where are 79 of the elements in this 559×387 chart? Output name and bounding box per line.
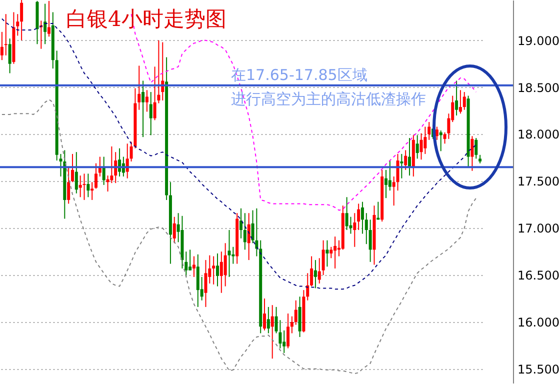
candlestick — [286, 313, 290, 349]
candlestick — [16, 14, 20, 36]
candlestick — [345, 196, 348, 230]
candlestick — [142, 80, 145, 138]
candlestick — [270, 304, 274, 360]
candlestick — [138, 65, 141, 110]
candlestick — [384, 169, 388, 199]
candlestick — [243, 212, 246, 250]
candlestick — [67, 166, 70, 204]
candlestick — [172, 216, 176, 244]
candlestick — [86, 173, 90, 198]
candlestick — [458, 90, 462, 114]
candlestick — [90, 182, 94, 200]
candlestick — [20, 0, 24, 41]
y-tick-label: 16.000 — [518, 315, 559, 330]
candlestick — [353, 212, 356, 248]
candlestick — [326, 240, 329, 268]
candlestick — [47, 0, 50, 38]
candlestick — [388, 160, 392, 192]
candlestick — [145, 90, 148, 112]
candlestick — [474, 137, 478, 160]
candlestick — [4, 14, 8, 56]
candlestick — [294, 300, 298, 326]
candlestick — [435, 126, 438, 140]
candlestick — [94, 162, 98, 190]
candlestick — [232, 246, 235, 264]
candlestick — [470, 136, 474, 172]
candlestick — [102, 156, 106, 186]
candlestick — [428, 122, 431, 140]
candlestick — [310, 256, 314, 287]
candlestick — [455, 80, 458, 116]
candlestick — [263, 298, 266, 331]
candlestick — [282, 330, 286, 354]
candlestick — [400, 153, 404, 179]
candlestick — [192, 256, 196, 278]
y-tick-label: 19.000 — [518, 34, 559, 48]
candlestick — [368, 219, 372, 262]
candlestick — [149, 91, 152, 136]
candlestick — [255, 208, 258, 257]
chart-title: 白银4小时走势图 — [66, 7, 226, 31]
candlestick — [314, 260, 317, 289]
candlestick — [196, 254, 200, 308]
candlestick — [334, 236, 337, 269]
candlestick — [357, 203, 360, 230]
candlestick — [216, 252, 219, 287]
candlestick — [364, 212, 368, 245]
candlestick — [0, 31, 4, 61]
y-tick-label: 17.000 — [518, 222, 559, 236]
candlestick — [204, 260, 208, 308]
candlestick — [462, 91, 466, 110]
candlestick — [224, 242, 227, 287]
y-tick-label: 18.500 — [518, 80, 559, 95]
candlestick — [240, 208, 242, 239]
candlestick — [416, 134, 419, 160]
candlestick — [228, 229, 231, 278]
candlestick — [8, 38, 12, 74]
candlestick — [184, 251, 188, 278]
candlestick — [360, 201, 364, 234]
candlestick — [404, 150, 408, 170]
y-tick-label: 17.500 — [518, 174, 559, 189]
candlestick — [330, 246, 333, 259]
candlestick — [220, 251, 223, 294]
candlestick — [306, 272, 310, 301]
candlestick — [70, 153, 74, 183]
candlestick — [322, 240, 325, 276]
candlestick — [74, 152, 78, 194]
candlestick — [44, 3, 47, 45]
candlestick — [212, 256, 216, 285]
candlestick — [318, 258, 321, 284]
candlestick — [82, 173, 86, 200]
candlestick — [266, 306, 270, 334]
candlestick — [247, 212, 250, 261]
y-tick-label: 18.000 — [518, 128, 559, 142]
candlestick — [188, 249, 192, 271]
y-tick-label: 15.500 — [518, 362, 559, 376]
y-tick-label: 16.500 — [518, 268, 559, 283]
annotation: 进行高空为主的高沽低渣操作 — [231, 90, 426, 108]
annotation: 在17.65-17.85区域 — [231, 66, 368, 84]
candlestick — [290, 316, 294, 334]
